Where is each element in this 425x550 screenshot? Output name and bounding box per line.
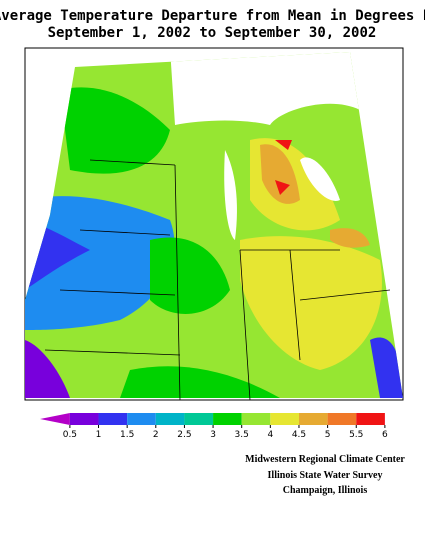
credit-line: Midwestern Regional Climate Center bbox=[245, 454, 405, 465]
colorbar-tick-label: 5.5 bbox=[349, 430, 363, 440]
title-line-2: September 1, 2002 to September 30, 2002 bbox=[48, 25, 377, 41]
colorbar-tick-label: 2 bbox=[153, 430, 159, 440]
colorbar-tick-label: 4 bbox=[267, 430, 273, 440]
colorbar-tick-label: 1.5 bbox=[120, 430, 134, 440]
state-borders bbox=[44, 159, 391, 401]
colorbar-tick-label: 6 bbox=[382, 430, 388, 440]
colorbar-arrow bbox=[40, 413, 70, 425]
colorbar-tick-label: 3.5 bbox=[235, 430, 249, 440]
colorbar-tick-label: 3 bbox=[210, 430, 216, 440]
colorbar-bin bbox=[356, 413, 385, 425]
credit-line: Champaign, Illinois bbox=[283, 485, 368, 496]
colorbar-tick-label: 1 bbox=[96, 430, 102, 440]
colorbar-tick-label: 5 bbox=[325, 430, 331, 440]
colorbar-bin bbox=[98, 413, 128, 425]
colorbar-bin bbox=[127, 413, 156, 425]
colorbar-bin bbox=[298, 413, 328, 425]
colorbar-tick-label: 0.5 bbox=[63, 430, 77, 440]
colorbar-bin bbox=[184, 413, 214, 425]
title-line-1: Average Temperature Departure from Mean … bbox=[0, 8, 425, 24]
colorbar-bin bbox=[241, 413, 271, 425]
colorbar-tick-label: 2.5 bbox=[177, 430, 191, 440]
credit-line: Illinois State Water Survey bbox=[268, 470, 383, 481]
colorbar-bin bbox=[327, 413, 357, 425]
temperature-map bbox=[25, 52, 403, 398]
colorbar-bin bbox=[155, 413, 185, 425]
colorbar-bin bbox=[69, 413, 99, 425]
colorbar-tick-label: 4.5 bbox=[292, 430, 306, 440]
colorbar-bin bbox=[270, 413, 299, 425]
colorbar-bin bbox=[213, 413, 242, 425]
